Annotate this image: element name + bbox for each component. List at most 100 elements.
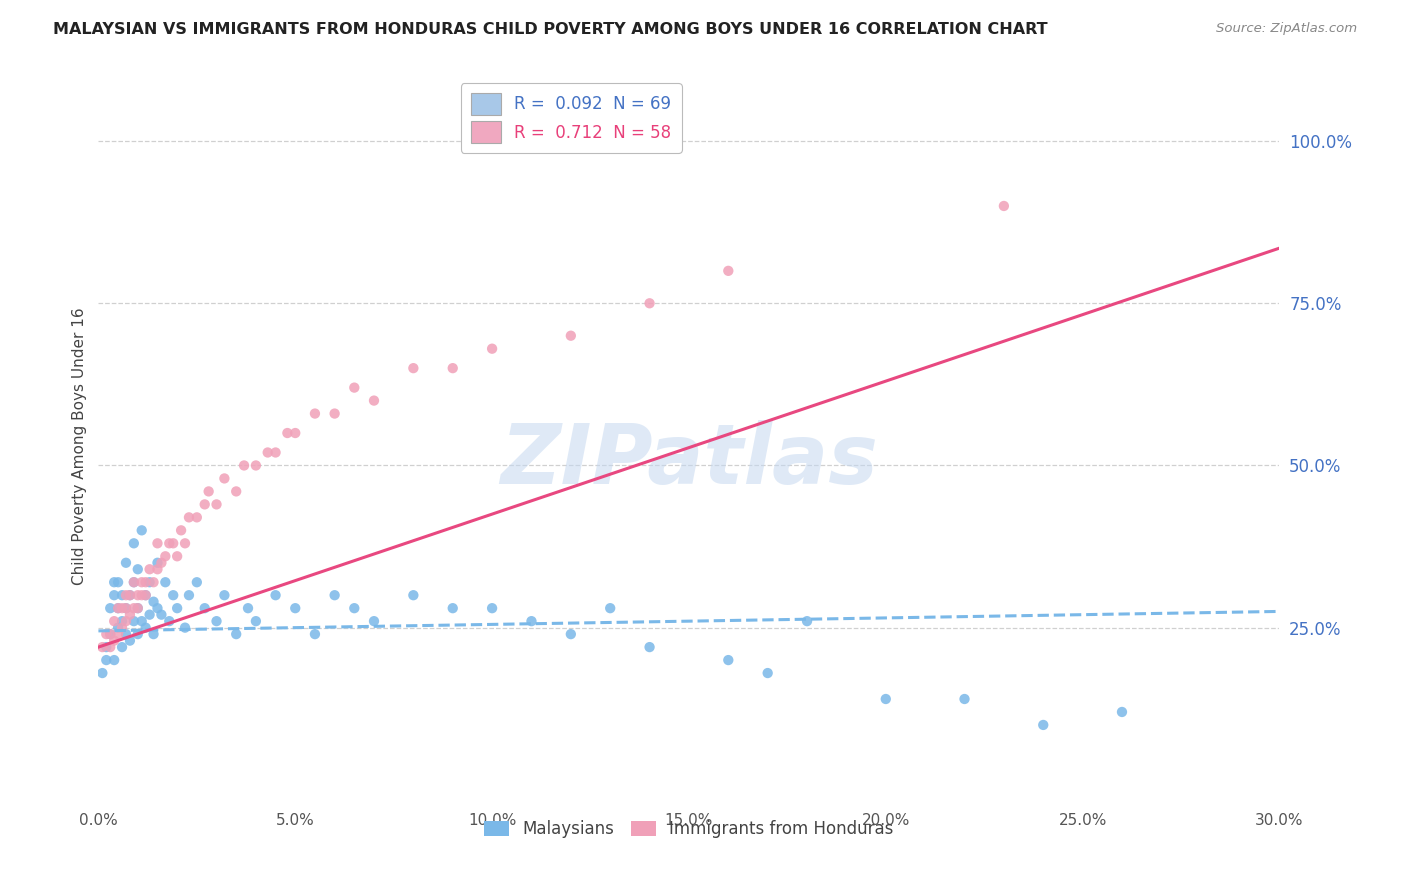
Point <box>284 601 307 615</box>
Point <box>118 588 141 602</box>
Point <box>194 601 217 615</box>
Point <box>107 627 129 641</box>
Point <box>245 458 267 473</box>
Text: Source: ZipAtlas.com: Source: ZipAtlas.com <box>1216 22 1357 36</box>
Legend: Malaysians, Immigrants from Honduras: Malaysians, Immigrants from Honduras <box>478 814 900 845</box>
Point <box>155 575 177 590</box>
Point <box>98 640 121 654</box>
Point <box>122 601 145 615</box>
Point <box>98 601 121 615</box>
Point <box>111 588 134 602</box>
Point <box>142 595 165 609</box>
Point <box>638 640 661 654</box>
Point <box>343 381 366 395</box>
Point <box>118 607 141 622</box>
Point <box>560 328 582 343</box>
Point <box>115 588 138 602</box>
Point <box>245 614 267 628</box>
Point <box>875 692 897 706</box>
Point <box>111 640 134 654</box>
Point <box>174 621 197 635</box>
Point <box>225 484 247 499</box>
Point <box>91 666 114 681</box>
Point <box>150 556 173 570</box>
Point <box>284 425 307 440</box>
Point <box>276 425 298 440</box>
Point <box>441 361 464 376</box>
Point <box>103 575 125 590</box>
Point <box>441 601 464 615</box>
Point <box>225 627 247 641</box>
Point <box>402 588 425 602</box>
Point <box>98 627 121 641</box>
Point <box>214 588 236 602</box>
Point <box>157 614 180 628</box>
Point <box>1111 705 1133 719</box>
Point <box>107 575 129 590</box>
Point <box>122 575 145 590</box>
Point <box>127 627 149 641</box>
Point <box>146 536 169 550</box>
Point <box>96 653 118 667</box>
Text: ZIPatlas: ZIPatlas <box>501 420 877 500</box>
Point <box>122 575 145 590</box>
Point <box>599 601 621 615</box>
Point <box>96 627 118 641</box>
Point <box>162 536 184 550</box>
Point <box>111 601 134 615</box>
Point <box>1032 718 1054 732</box>
Point <box>146 562 169 576</box>
Point <box>177 510 200 524</box>
Point <box>115 601 138 615</box>
Point <box>402 361 425 376</box>
Point <box>138 575 160 590</box>
Point <box>363 393 385 408</box>
Point <box>115 601 138 615</box>
Point <box>103 614 125 628</box>
Point <box>162 588 184 602</box>
Point <box>166 549 188 564</box>
Point <box>796 614 818 628</box>
Point <box>638 296 661 310</box>
Point <box>323 588 346 602</box>
Point <box>233 458 256 473</box>
Point <box>236 601 259 615</box>
Point <box>481 601 503 615</box>
Point <box>103 588 125 602</box>
Point <box>118 588 141 602</box>
Point <box>96 640 118 654</box>
Point <box>107 601 129 615</box>
Point <box>166 601 188 615</box>
Point <box>993 199 1015 213</box>
Point <box>756 666 779 681</box>
Point <box>138 562 160 576</box>
Point <box>560 627 582 641</box>
Point <box>177 588 200 602</box>
Point <box>131 614 153 628</box>
Point <box>214 471 236 485</box>
Point <box>717 264 740 278</box>
Point <box>115 556 138 570</box>
Point <box>118 633 141 648</box>
Point <box>127 562 149 576</box>
Point <box>111 621 134 635</box>
Point <box>256 445 278 459</box>
Point <box>138 607 160 622</box>
Point <box>127 601 149 615</box>
Point <box>91 640 114 654</box>
Point <box>103 633 125 648</box>
Point <box>155 549 177 564</box>
Point <box>304 407 326 421</box>
Point <box>115 627 138 641</box>
Point <box>146 556 169 570</box>
Point <box>122 614 145 628</box>
Point <box>363 614 385 628</box>
Point <box>717 653 740 667</box>
Point <box>343 601 366 615</box>
Point <box>131 588 153 602</box>
Point <box>170 524 193 538</box>
Point <box>122 536 145 550</box>
Point <box>127 601 149 615</box>
Point <box>264 445 287 459</box>
Point <box>107 601 129 615</box>
